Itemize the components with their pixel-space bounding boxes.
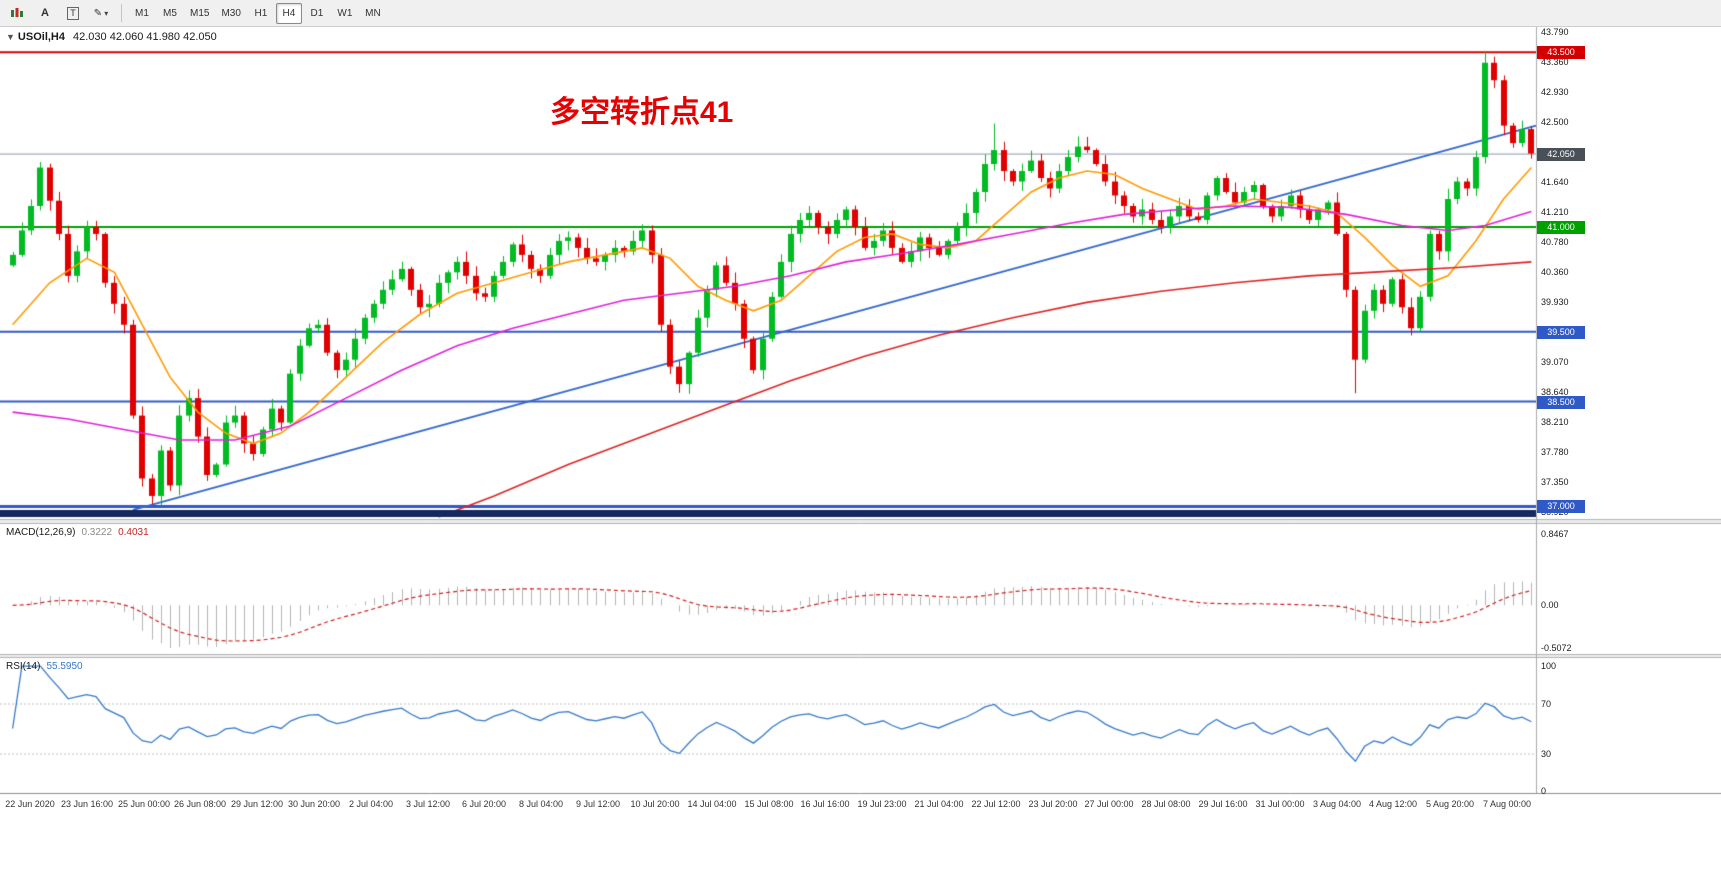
- text-label-icon: A: [41, 7, 49, 19]
- chart-canvas[interactable]: [0, 27, 1721, 896]
- text-box-button[interactable]: T: [60, 3, 86, 24]
- timeframe-button-mn[interactable]: MN: [360, 3, 386, 24]
- draw-objects-icon: ✎: [93, 7, 103, 19]
- chevron-down-icon: ▾: [104, 8, 109, 18]
- timeframe-button-m5[interactable]: M5: [157, 3, 183, 24]
- timeframe-button-h4[interactable]: H4: [275, 2, 302, 24]
- chart-area: ▼ USOil,H4 42.030 42.060 41.980 42.050 多空转…: [0, 27, 1721, 896]
- timeframe-button-m15[interactable]: M15: [185, 3, 214, 24]
- timeframe-button-m30[interactable]: M30: [216, 3, 245, 24]
- draw-objects-button[interactable]: ✎ ▾: [88, 3, 114, 24]
- toolbar: A T ✎ ▾ M1 M5 M15 M30 H1 H4 D1 W1 MN: [0, 0, 1721, 27]
- timeframe-button-h1[interactable]: H1: [248, 3, 274, 24]
- text-box-icon: T: [67, 6, 79, 20]
- toolbar-separator: [121, 4, 122, 22]
- timeframe-button-d1[interactable]: D1: [304, 3, 330, 24]
- chart-bars-icon: [11, 8, 23, 17]
- timeframe-button-m1[interactable]: M1: [129, 3, 155, 24]
- text-label-button[interactable]: A: [32, 3, 58, 24]
- chart-bars-button[interactable]: [4, 3, 30, 24]
- timeframe-button-w1[interactable]: W1: [332, 3, 358, 24]
